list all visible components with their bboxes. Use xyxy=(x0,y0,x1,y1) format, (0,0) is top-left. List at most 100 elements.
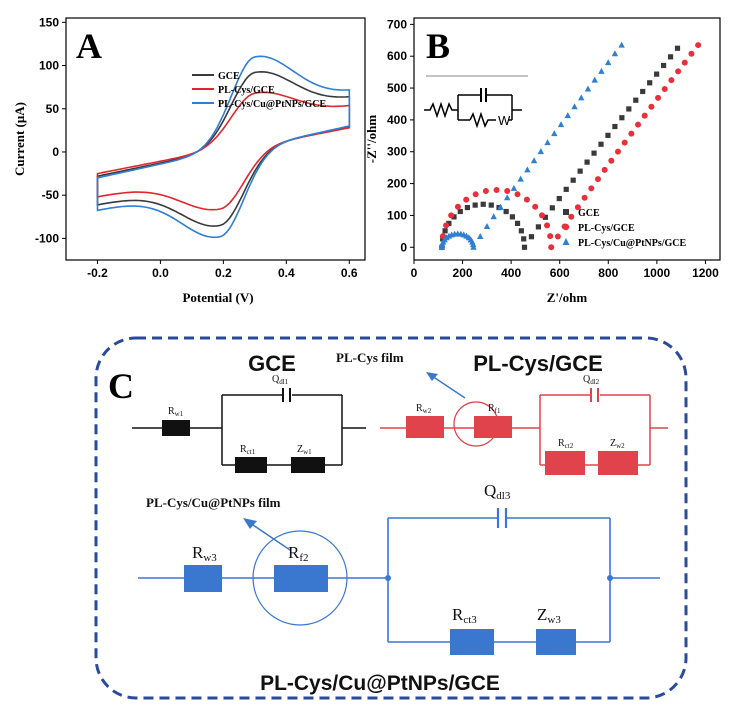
arrow-head-icon xyxy=(243,518,257,529)
legend-b: GCE PL-Cys/GCE PL-Cys/Cu@PtNPs/GCE xyxy=(562,208,687,249)
x-axis-label-a: Potential (V) xyxy=(182,290,253,305)
cu-rw-label: Rw3 xyxy=(192,543,217,564)
cu-zw-label: Zw3 xyxy=(537,605,561,626)
gce-rct-label: Rct1 xyxy=(240,444,256,456)
data-point xyxy=(488,202,494,208)
y-tick-label-a: 50 xyxy=(46,102,60,116)
legend-marker-b xyxy=(563,209,569,215)
pl-rw-resistor xyxy=(406,416,444,438)
data-point xyxy=(626,106,632,112)
cv-curve-PL-Cys/Cu@PtNPs/GCE xyxy=(96,55,351,239)
film2-arrow xyxy=(249,522,291,551)
data-point xyxy=(695,42,702,49)
data-point xyxy=(477,233,484,240)
x-tick-label-b: 1200 xyxy=(692,266,719,280)
data-point xyxy=(660,62,667,69)
data-point xyxy=(577,168,583,174)
data-point xyxy=(443,222,450,229)
data-point xyxy=(535,224,542,230)
data-point xyxy=(563,186,569,192)
data-point xyxy=(568,213,575,220)
data-point xyxy=(524,166,531,173)
data-point xyxy=(584,159,590,165)
data-point xyxy=(591,150,597,156)
data-point xyxy=(564,112,571,119)
data-point xyxy=(497,203,504,210)
data-point xyxy=(514,220,521,226)
gce-zw-label: Zw1 xyxy=(297,444,312,456)
arrow-head-icon xyxy=(426,372,438,381)
data-point xyxy=(557,121,565,128)
data-point xyxy=(490,213,497,220)
data-point xyxy=(472,191,479,198)
y-tick-label-b: 300 xyxy=(387,145,407,159)
x-tick-label-a: -0.2 xyxy=(87,266,108,280)
data-point xyxy=(503,194,511,201)
data-point xyxy=(510,184,518,191)
data-point xyxy=(647,80,653,86)
data-point xyxy=(470,243,477,250)
data-point xyxy=(619,115,625,121)
film2-circle xyxy=(252,530,348,626)
x-tick-label-b: 400 xyxy=(501,266,521,280)
y-tick-label-a: 100 xyxy=(39,59,59,73)
x-tick-label-a: 0.0 xyxy=(152,266,169,280)
data-point xyxy=(608,157,615,164)
y-tick-label-a: -100 xyxy=(35,231,59,245)
data-point xyxy=(661,85,668,92)
data-point xyxy=(628,130,635,137)
data-point xyxy=(521,236,527,242)
data-point xyxy=(451,214,457,220)
y-tick-label-a: 0 xyxy=(52,145,59,159)
cu-rf-resistor xyxy=(274,565,328,592)
cu-rw-resistor xyxy=(184,565,222,592)
y-tick-label-b: 600 xyxy=(387,49,407,63)
warburg-label: W xyxy=(498,113,511,128)
cu-q-label: Qdl3 xyxy=(484,481,511,502)
data-point xyxy=(539,212,546,219)
data-point xyxy=(635,121,642,128)
data-point xyxy=(514,191,521,198)
data-point xyxy=(556,195,562,202)
legend-label-a: PL-Cys/Cu@PtNPs/GCE xyxy=(218,99,327,110)
pl-rw-label: Rw2 xyxy=(416,403,432,415)
data-point xyxy=(464,204,471,211)
film1-label: PL-Cys film xyxy=(336,350,404,365)
data-point xyxy=(504,188,511,195)
data-point xyxy=(530,157,538,164)
data-point xyxy=(581,194,588,201)
data-point xyxy=(601,166,608,173)
film2-label: PL-Cys/Cu@PtNPs film xyxy=(146,495,281,510)
inset-circuit: W xyxy=(424,75,528,129)
y-tick-label-a: -50 xyxy=(42,188,60,202)
panel-label-c: C xyxy=(108,366,134,406)
y-tick-label-b: 200 xyxy=(387,177,407,191)
data-point xyxy=(480,201,486,207)
cu-rct-label: Rct3 xyxy=(452,605,477,626)
circuit-diagram: C GCE Rw1 Qdl1 Rct1 Zw1 PL-Cys film PL-C… xyxy=(94,336,688,700)
resistor-icon xyxy=(469,111,496,129)
data-point xyxy=(528,234,535,240)
data-point xyxy=(547,233,554,240)
pl-rf-label: Rf1 xyxy=(488,403,501,415)
data-point xyxy=(518,228,524,234)
data-point xyxy=(549,205,555,211)
gce-rw-label: Rw1 xyxy=(168,406,184,418)
data-point xyxy=(668,77,675,84)
cu-rf-label: Rf2 xyxy=(288,543,309,564)
panel-label-a: A xyxy=(76,26,102,66)
y-tick-label-b: 100 xyxy=(387,208,407,222)
data-point xyxy=(454,203,461,210)
y-tick-label-b: 700 xyxy=(387,17,407,31)
legend-label-b: GCE xyxy=(578,208,600,219)
x-tick-label-b: 200 xyxy=(453,266,473,280)
data-point xyxy=(542,214,548,220)
y-axis-label-b: -Z''/ohm xyxy=(364,115,379,164)
panel-label-b: B xyxy=(426,26,450,66)
pl-rf-resistor xyxy=(474,416,512,438)
eis-series-PL-Cys/Cu@PtNPs/GCE xyxy=(438,41,625,250)
y-tick-label-a: 150 xyxy=(39,15,59,29)
bottom-title: PL-Cys/Cu@PtNPs/GCE xyxy=(260,672,500,695)
data-point xyxy=(548,244,555,251)
